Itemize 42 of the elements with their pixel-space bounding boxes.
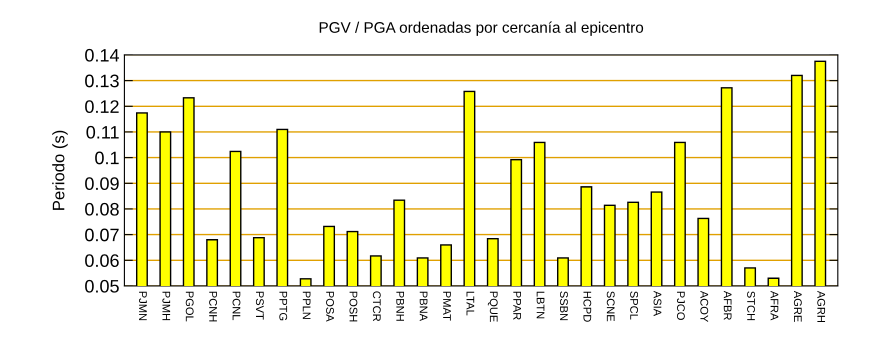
y-tick-label: 0.06 (85, 254, 119, 268)
y-tick-label: 0.07 (85, 228, 119, 242)
y-tick-label: 0.11 (86, 126, 119, 139)
x-tick-label: SSBN (560, 291, 568, 320)
y-tick-label: 0.13 (85, 74, 119, 88)
x-tick-label: PPTG (279, 292, 288, 320)
x-tick-label: PBNA (420, 292, 428, 322)
x-tick-label: LBTN (536, 292, 544, 318)
y-tick-label: 0.1 (95, 152, 119, 164)
x-tick-label: PJMH (162, 292, 170, 320)
x-tick-label: AGRH (817, 290, 826, 322)
x-tick-label: PGOL (186, 292, 194, 322)
x-tick-label: AFRA (770, 290, 778, 320)
x-tick-label: PBNH (396, 292, 404, 321)
x-tick-label: PQUE (488, 292, 498, 322)
y-tick-label: 0.05 (85, 280, 119, 293)
y-tick-label: 0.12 (85, 100, 119, 114)
y-tick-label: 0.09 (85, 177, 119, 190)
chart-title: PGV / PGA ordenadas por cercanía al epicentro (320, 21, 644, 36)
x-tick-label: POSH (349, 292, 358, 322)
x-tick-label: AFBR (724, 290, 732, 320)
y-axis-title: Periodo (s) (52, 130, 68, 210)
x-tick-label: AGRE (794, 290, 802, 322)
x-tick-label: HCPD (583, 292, 592, 322)
x-tick-label: PPLN (302, 292, 310, 319)
x-tick-label: ACOY (700, 290, 708, 322)
x-tick-label: PSVT (256, 292, 264, 320)
x-tick-label: LTAL (466, 292, 474, 316)
x-tick-label: PJMN (138, 292, 147, 320)
x-tick-label: PPAR (513, 292, 521, 320)
x-tick-label: STCH (747, 291, 755, 320)
y-tick-label: 0.14 (85, 48, 120, 62)
x-tick-label: SPCL (630, 291, 638, 320)
x-tick-label: POSA (326, 292, 334, 322)
x-tick-label: PCNL (232, 292, 240, 320)
y-tick-label: 0.08 (85, 202, 119, 216)
x-tick-label: PJCO (676, 292, 685, 320)
x-tick-label: SCNE (606, 291, 615, 322)
x-tick-label: ASIA (654, 290, 662, 316)
x-tick-label: CTCR (372, 291, 381, 322)
x-tick-label: PMAT (443, 292, 451, 321)
x-tick-label: PCNH (209, 292, 218, 322)
